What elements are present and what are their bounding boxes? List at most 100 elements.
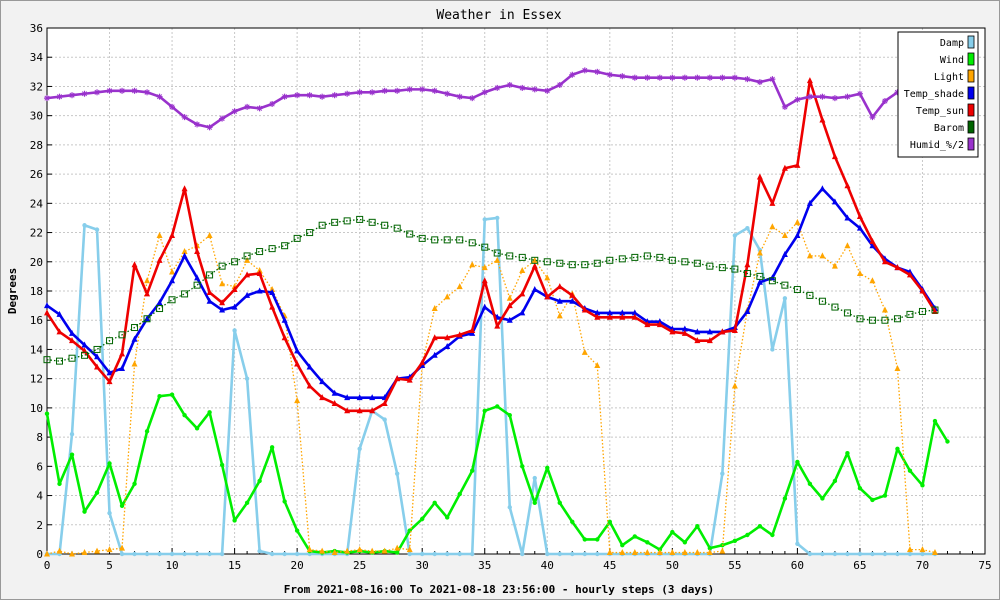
data-point-temp-sun xyxy=(606,313,613,320)
data-point-temp-sun xyxy=(406,376,413,383)
data-point-barom xyxy=(318,221,326,229)
data-point-temp-shade xyxy=(431,351,438,358)
data-point-barom xyxy=(831,303,839,311)
data-point-light xyxy=(844,242,851,249)
legend-swatch xyxy=(967,137,975,151)
data-point-temp-shade xyxy=(481,303,488,310)
data-point-damp xyxy=(807,551,813,557)
data-point-humid-2 xyxy=(369,89,376,96)
data-point-damp xyxy=(782,296,788,301)
data-point-damp xyxy=(582,551,587,557)
star-stroke xyxy=(144,89,150,95)
data-point-damp xyxy=(857,551,863,557)
data-point-temp-shade xyxy=(819,185,826,192)
data-point-temp-sun xyxy=(481,277,488,284)
data-point-humid-2 xyxy=(481,89,488,96)
data-point-barom xyxy=(706,262,714,270)
star-stroke xyxy=(44,95,50,101)
data-point-light xyxy=(869,277,876,284)
data-point-barom xyxy=(106,337,114,345)
y-tick-label: 20 xyxy=(30,256,43,269)
data-point-wind xyxy=(169,392,175,397)
data-point-humid-2 xyxy=(881,98,888,105)
data-point-light xyxy=(169,268,176,275)
data-point-wind xyxy=(907,468,913,473)
data-point-temp-sun xyxy=(131,261,138,268)
y-tick-label: 24 xyxy=(30,197,44,210)
data-point-damp xyxy=(495,215,500,221)
legend-swatch xyxy=(967,86,975,100)
data-point-light xyxy=(131,360,138,367)
data-point-temp-shade xyxy=(206,297,213,304)
data-point-temp-sun xyxy=(181,185,188,192)
star-stroke xyxy=(232,108,238,114)
data-point-light xyxy=(594,362,601,369)
data-point-temp-sun xyxy=(456,331,463,338)
data-point-humid-2 xyxy=(469,95,476,102)
x-tick-label: 55 xyxy=(728,559,741,572)
data-point-temp-shade xyxy=(219,306,226,313)
data-point-wind xyxy=(520,464,525,469)
data-point-humid-2 xyxy=(431,87,438,94)
data-point-barom xyxy=(356,215,364,223)
data-point-wind xyxy=(132,481,137,487)
data-point-barom xyxy=(631,253,639,261)
data-point-temp-sun xyxy=(569,291,576,298)
star-stroke xyxy=(81,91,88,97)
data-point-damp xyxy=(595,551,600,557)
data-point-humid-2 xyxy=(194,121,201,128)
data-point-light xyxy=(219,280,226,287)
data-point-barom xyxy=(218,262,226,270)
star-stroke xyxy=(119,88,125,94)
data-point-barom xyxy=(68,354,76,362)
data-point-humid-2 xyxy=(856,90,863,97)
data-point-temp-shade xyxy=(444,343,451,350)
data-point-damp xyxy=(119,551,125,557)
data-point-light xyxy=(794,218,801,225)
data-point-temp-sun xyxy=(931,307,938,314)
data-point-damp xyxy=(882,551,888,557)
data-point-light xyxy=(181,248,188,255)
data-point-temp-sun xyxy=(744,261,751,268)
data-point-light xyxy=(881,306,888,313)
data-point-humid-2 xyxy=(706,74,713,81)
data-point-light xyxy=(319,547,326,554)
star-stroke xyxy=(56,94,63,100)
legend-label: Wind xyxy=(940,55,964,66)
data-point-wind xyxy=(932,418,938,424)
data-point-damp xyxy=(357,446,362,451)
data-point-wind xyxy=(69,452,75,457)
star-stroke xyxy=(657,75,663,81)
data-point-barom xyxy=(668,256,676,264)
data-point-temp-sun xyxy=(494,322,501,329)
data-point-light xyxy=(919,546,926,553)
data-point-light xyxy=(369,547,376,554)
data-point-humid-2 xyxy=(569,71,576,78)
data-point-temp-shade xyxy=(181,252,188,259)
data-point-temp-sun xyxy=(581,306,588,313)
data-point-light xyxy=(894,364,901,371)
data-point-damp xyxy=(432,551,437,557)
data-point-humid-2 xyxy=(581,67,588,74)
data-point-temp-shade xyxy=(231,303,238,310)
data-point-temp-shade xyxy=(94,353,101,360)
data-point-barom xyxy=(518,253,526,261)
data-point-temp-shade xyxy=(356,394,363,401)
data-point-temp-sun xyxy=(306,382,313,389)
data-point-damp xyxy=(282,551,287,557)
data-point-barom xyxy=(393,224,401,232)
data-point-humid-2 xyxy=(106,87,113,94)
data-point-humid-2 xyxy=(344,90,351,97)
y-tick-label: 26 xyxy=(30,168,43,181)
data-point-barom xyxy=(906,310,914,318)
star-stroke xyxy=(369,89,375,95)
star-stroke xyxy=(844,94,850,100)
data-point-temp-shade xyxy=(156,299,163,306)
data-point-temp-sun xyxy=(519,290,526,297)
data-point-temp-sun xyxy=(369,407,376,414)
data-point-temp-shade xyxy=(106,369,113,376)
data-point-damp xyxy=(269,551,275,557)
data-point-barom xyxy=(193,281,201,289)
y-tick-label: 34 xyxy=(30,51,44,64)
data-point-temp-shade xyxy=(331,389,338,396)
